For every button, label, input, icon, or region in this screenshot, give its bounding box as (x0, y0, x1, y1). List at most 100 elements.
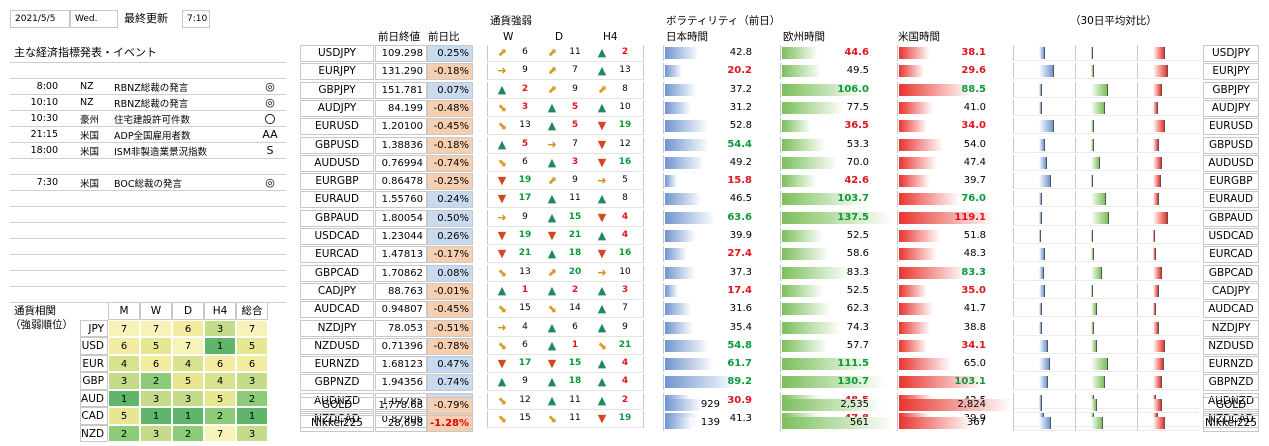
m3-compare-bar (1153, 266, 1162, 279)
w-rank: 1 (521, 284, 529, 295)
h4-rank: 4 (621, 211, 629, 222)
w-arrow-icon: ▲ (497, 137, 507, 151)
h4-rank: 4 (621, 376, 629, 387)
change-value: 0.47% (427, 356, 473, 374)
m2-compare-cell (1075, 209, 1137, 226)
matrix-row-header: USD (80, 337, 108, 355)
h4-arrow-icon: ▲ (597, 357, 607, 371)
m3-compare-cell (1137, 319, 1199, 336)
eu-vol-bar (782, 120, 812, 133)
jp-vol-value: 20.2 (727, 65, 752, 77)
us-vol-value: 119.1 (954, 211, 986, 223)
close-value: 0.71396 (375, 337, 427, 355)
m3-compare-bar (1153, 321, 1159, 334)
eu-vol-value: 52.5 (846, 284, 869, 296)
event-mark: ◎ (265, 80, 275, 93)
m3-compare-cell (1137, 301, 1199, 318)
eu-vol-bar (782, 266, 850, 279)
us-vol-value: 2,824 (957, 399, 986, 410)
pair-label: USDJPY (300, 45, 374, 62)
jp-vol-cell: 139 (663, 415, 778, 432)
m3-compare-bar (1153, 230, 1155, 242)
eu-vol-value: 58.6 (846, 248, 869, 260)
m3-compare-cell (1137, 154, 1199, 171)
close-value: 78.053 (375, 319, 427, 337)
m2-compare-bar (1091, 284, 1093, 297)
w-arrow-icon: ▼ (497, 247, 507, 261)
matrix-cell: 5 (236, 337, 268, 355)
us-vol-value: 65.0 (963, 358, 986, 370)
jp-vol-cell: 39.9 (663, 228, 778, 244)
strength-row: ⬊ 6 ▲ 3 ▼ 16 (487, 154, 644, 172)
w-rank: 19 (518, 230, 532, 240)
w-rank: 21 (518, 248, 532, 259)
jp-vol-cell: 61.7 (663, 356, 778, 373)
jp-vol-value: 52.8 (729, 120, 752, 132)
event-country: 豪州 (80, 114, 100, 126)
pair-label-right: Nikkei225 (1203, 415, 1259, 433)
jp-vol-value: 54.4 (727, 138, 752, 150)
d-rank: 18 (568, 248, 582, 259)
matrix-row-header: GBP (80, 372, 108, 390)
eu-vol-value: 49.5 (846, 65, 869, 77)
us-vol-cell: 2,824 (897, 397, 1012, 413)
eu-vol-value: 103.7 (837, 193, 869, 205)
m1-compare-bar (1039, 417, 1051, 430)
updated-time: 7:10 (187, 14, 208, 24)
event-country: NZ (80, 81, 94, 92)
matrix-cell: 2 (172, 424, 204, 442)
event-row: 8:00 NZ RBNZ総裁の発言 ◎ (10, 79, 286, 95)
matrix-cell: 5 (172, 372, 204, 390)
strength-row: ⬊ 6 ▲ 1 ⬊ 21 (487, 337, 644, 355)
vol-note: （30日平均対比） (1070, 15, 1157, 27)
pair-label: Nikkei225 (300, 415, 374, 433)
strength-row: ⬊ 15 ⬊ 14 ▲ 7 (487, 301, 644, 319)
w-arrow-icon: ➜ (497, 210, 507, 224)
d-rank: 9 (572, 83, 578, 94)
d-rank: 11 (569, 47, 581, 57)
jp-vol-value: 46.5 (729, 193, 752, 205)
eu-vol-value: 53.3 (846, 138, 869, 150)
w-rank: 17 (518, 358, 532, 369)
w-arrow-icon: ⬊ (497, 393, 507, 407)
h4-rank: 19 (618, 413, 632, 423)
us-vol-cell: 103.1 (897, 374, 1012, 391)
m3-compare-bar (1153, 376, 1162, 389)
pair-label-right: NZDUSD (1203, 337, 1259, 355)
m3-compare-bar (1153, 211, 1168, 224)
pair-label-right: EURUSD (1203, 118, 1259, 136)
h4-arrow-icon: ▲ (597, 192, 607, 206)
w-rank: 13 (519, 120, 531, 131)
m1-compare-cell (1013, 415, 1075, 432)
pair-label-right: NZDJPY (1203, 319, 1259, 337)
matrix-col-header: D (172, 302, 204, 320)
us-vol-value: 34.0 (961, 120, 986, 132)
w-rank: 13 (519, 266, 531, 277)
m1-compare-cell (1013, 319, 1075, 336)
m1-compare-cell (1013, 301, 1075, 318)
m2-compare-cell (1075, 81, 1137, 98)
d-arrow-icon: ▲ (547, 192, 557, 206)
jp-vol-bar (665, 101, 691, 114)
jp-vol-bar (665, 266, 696, 279)
event-name: RBNZ総裁の発言 (114, 98, 189, 110)
m2-compare-bar (1091, 47, 1094, 59)
matrix-cell: 4 (204, 372, 236, 390)
event-name: ISM非製造業景況指数 (114, 146, 208, 158)
h4-arrow-icon: ▲ (597, 100, 607, 114)
matrix-cell: 4 (108, 354, 140, 372)
close-value: 0.94807 (375, 301, 427, 319)
strength-row: ⬊ 13 ▲ 5 ▼ 19 (487, 118, 644, 136)
jp-vol-bar (665, 321, 693, 334)
close-value: 0.86478 (375, 173, 427, 191)
pair-label-right: EURNZD (1203, 356, 1259, 374)
h4-arrow-icon: ▲ (597, 302, 607, 316)
eu-vol-cell: 77.5 (780, 99, 895, 116)
h4-arrow-icon: ▲ (597, 229, 607, 242)
eu-vol-cell: 130.7 (780, 374, 895, 391)
m2-compare-bar (1091, 339, 1097, 352)
eu-vol-bar (782, 47, 818, 59)
eu-vol-cell: 52.5 (780, 228, 895, 244)
m3-compare-cell (1137, 337, 1199, 354)
us-vol-value: 34.1 (961, 339, 986, 351)
